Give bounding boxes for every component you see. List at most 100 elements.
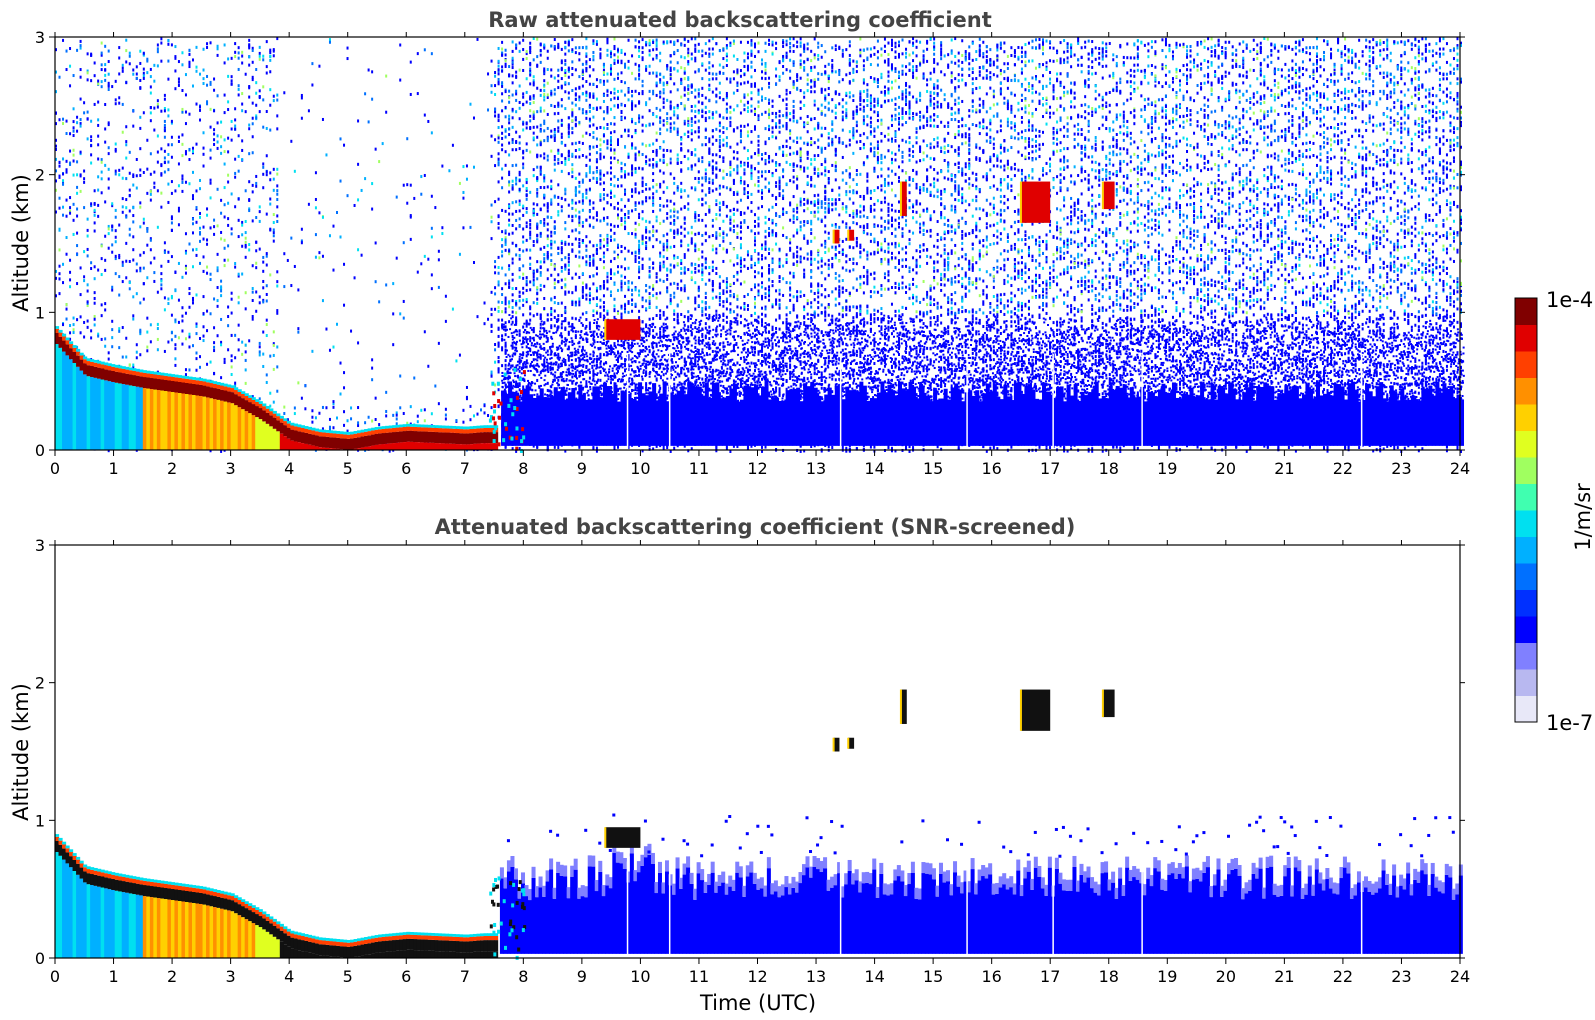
noise-speck <box>314 171 317 175</box>
noise-speck <box>574 124 577 128</box>
noise-speck <box>532 314 535 318</box>
noise-speck <box>543 129 546 133</box>
noise-speck <box>508 375 511 378</box>
noise-speck <box>272 239 275 243</box>
noise-speck <box>585 54 588 58</box>
noise-speck <box>163 241 166 245</box>
noise-speck <box>494 110 497 114</box>
noise-speck <box>599 234 602 238</box>
noise-speck <box>571 198 574 202</box>
noise-speck <box>588 74 591 78</box>
noise-speck <box>181 319 184 323</box>
noise-speck <box>497 360 500 364</box>
noise-speck <box>553 130 556 134</box>
noise-speck <box>521 401 524 404</box>
noise-speck <box>567 96 570 100</box>
noise-speck <box>613 77 616 81</box>
noise-speck <box>265 318 268 322</box>
noise-speck <box>536 203 539 207</box>
noise-speck <box>601 367 604 370</box>
noise-speck <box>592 359 595 362</box>
noise-speck <box>504 392 507 395</box>
noise-speck <box>633 354 636 357</box>
noise-speck <box>111 225 114 229</box>
noise-speck <box>599 52 602 56</box>
noise-speck <box>269 103 272 107</box>
noise-speck <box>641 449 644 453</box>
noise-speck <box>581 272 584 276</box>
noise-speck <box>550 350 553 353</box>
noise-speck <box>551 345 554 348</box>
noise-speck <box>638 73 641 77</box>
noise-speck <box>272 54 275 58</box>
noise-speck <box>588 298 591 302</box>
noise-speck <box>572 366 575 369</box>
noise-speck <box>357 424 360 428</box>
noise-speck <box>455 419 458 423</box>
noise-speck <box>574 303 577 307</box>
noise-speck <box>577 351 580 354</box>
noise-speck <box>636 389 639 392</box>
noise-speck <box>72 218 75 222</box>
noise-speck <box>441 164 444 168</box>
noise-speck <box>132 173 135 177</box>
noise-speck <box>639 327 642 330</box>
noise-speck <box>318 256 321 260</box>
noise-speck <box>72 129 75 133</box>
noise-speck <box>564 40 567 44</box>
noise-speck <box>565 387 568 390</box>
noise-speck <box>511 140 514 144</box>
noise-speck <box>522 303 525 307</box>
noise-speck <box>557 148 560 152</box>
noise-speck <box>395 422 398 426</box>
noise-speck <box>357 248 360 252</box>
noise-speck <box>128 193 131 197</box>
noise-speck <box>574 92 577 96</box>
noise-speck <box>618 367 621 370</box>
noise-speck <box>276 309 279 313</box>
noise-speck <box>550 135 553 139</box>
noise-speck <box>79 68 82 72</box>
noise-speck <box>191 231 194 235</box>
noise-speck <box>262 330 265 334</box>
noise-speck <box>571 48 574 52</box>
noise-speck <box>76 231 79 235</box>
noise-speck <box>241 244 244 248</box>
noise-speck <box>518 383 521 387</box>
noise-speck <box>490 59 493 63</box>
noise-speck <box>72 153 75 157</box>
noise-speck <box>609 238 612 242</box>
noise-speck <box>553 301 556 305</box>
noise-speck <box>237 87 240 91</box>
noise-speck <box>497 77 500 81</box>
noise-speck <box>353 203 356 207</box>
noise-speck <box>202 255 205 259</box>
noise-speck <box>529 51 532 55</box>
noise-speck <box>511 257 514 261</box>
noise-speck <box>184 249 187 253</box>
noise-speck <box>501 337 504 341</box>
noise-speck <box>76 191 79 195</box>
noise-speck <box>578 340 581 344</box>
noise-speck <box>177 80 180 84</box>
noise-speck <box>532 364 535 368</box>
noise-speck <box>509 358 512 361</box>
noise-speck <box>645 331 648 335</box>
noise-speck <box>156 47 159 51</box>
noise-speck <box>624 170 627 174</box>
noise-speck <box>609 141 612 145</box>
noise-speck <box>552 378 555 381</box>
noise-speck <box>497 152 500 156</box>
low-signal-band <box>546 397 551 446</box>
noise-speck <box>234 265 237 269</box>
noise-speck <box>543 79 546 83</box>
noise-speck <box>620 218 623 222</box>
noise-speck <box>65 132 68 136</box>
noise-speck <box>518 68 521 72</box>
noise-speck <box>612 351 615 354</box>
noise-speck <box>195 293 198 297</box>
noise-speck <box>543 284 546 288</box>
noise-speck <box>546 49 549 53</box>
noise-speck <box>546 93 549 97</box>
noise-speck <box>638 270 641 274</box>
